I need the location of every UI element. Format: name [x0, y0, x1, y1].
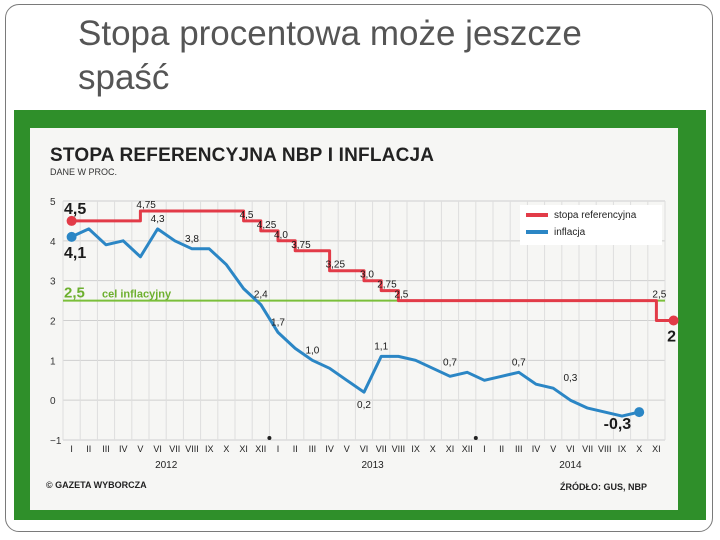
x-tick-label: I [70, 444, 73, 454]
y-tick-label: 4 [50, 237, 56, 248]
reference-rate-data-label: 4,75 [136, 200, 156, 211]
inflation-endpoint [634, 407, 645, 418]
inflation-data-label: 1,0 [305, 345, 319, 356]
inflation-data-label: 1,1 [374, 341, 388, 352]
inflation-data-label: 0,2 [357, 400, 371, 411]
reference-rate-data-label: 4,25 [257, 220, 277, 231]
legend-swatch-reference-rate [526, 213, 548, 217]
reference-rate-data-label: 4,5 [64, 201, 86, 218]
year-label: 2012 [155, 460, 178, 471]
inflation-data-label: 0,7 [443, 357, 457, 368]
x-tick-label: XII [255, 444, 266, 454]
legend-label-inflation: inflacja [554, 226, 586, 238]
x-tick-label: IV [325, 444, 334, 454]
x-tick-label: VI [153, 444, 162, 454]
reference-rate-data-label: 4,5 [240, 210, 254, 221]
newspaper-clipping [30, 128, 678, 510]
year-separator-dot [473, 436, 478, 440]
reference-rate-data-label: 4,0 [274, 230, 288, 241]
legend-swatch-inflation [526, 230, 548, 234]
x-tick-label: XI [652, 444, 661, 454]
inflation-data-label: 2,4 [254, 290, 268, 301]
x-tick-label: II [499, 444, 504, 454]
x-tick-label: V [344, 444, 350, 454]
reference-rate-line [71, 209, 674, 322]
x-tick-label: III [515, 444, 523, 454]
chart-subtitle: DANE W PROC. [50, 167, 118, 177]
x-tick-label: XI [446, 444, 455, 454]
x-tick-label: IV [119, 444, 128, 454]
y-tick-label: 2 [50, 317, 56, 328]
reference-rate-data-label: 2,75 [377, 280, 397, 291]
x-tick-label: X [636, 444, 642, 454]
reference-rate-data-label: 3,25 [326, 260, 346, 271]
x-tick-label: IX [411, 444, 420, 454]
x-tick-label: I [277, 444, 280, 454]
x-tick-label: V [550, 444, 556, 454]
reference-rate-data-label: 2,5 [394, 290, 408, 301]
x-tick-label: IX [205, 444, 214, 454]
inflation-endpoint [66, 231, 77, 242]
inflation-target-value: 2,5 [64, 285, 85, 302]
reference-rate-data-label: 2 [667, 329, 676, 346]
x-tick-label: III [102, 444, 110, 454]
inflation-data-label: 4,1 [64, 245, 86, 262]
y-tick-label: −1 [50, 436, 62, 447]
year-label: 2014 [559, 460, 582, 471]
reference-rate-endpoint [668, 315, 679, 326]
x-tick-label: VII [582, 444, 593, 454]
x-tick-label: XI [239, 444, 248, 454]
chart-credit: © GAZETA WYBORCZA [46, 480, 147, 490]
x-tick-label: II [86, 444, 91, 454]
x-tick-label: IV [532, 444, 541, 454]
inflation-data-label: 1,7 [271, 317, 285, 328]
x-tick-label: VIII [598, 444, 612, 454]
y-tick-label: 5 [50, 197, 56, 208]
inflation-data-label: 0,7 [512, 357, 526, 368]
x-tick-label: VIII [392, 444, 406, 454]
x-tick-label: VII [169, 444, 180, 454]
chart-legend: stopa referencyjna inflacja [520, 205, 662, 245]
x-tick-label: VI [360, 444, 369, 454]
x-tick-label: I [483, 444, 486, 454]
copyright-mark: © [46, 480, 56, 490]
x-tick-label: VI [566, 444, 575, 454]
year-separator-dot [267, 436, 272, 440]
inflation-target-label: cel inflacyjny [102, 289, 172, 301]
inflation-data-label: 4,3 [151, 214, 165, 225]
year-label: 2013 [361, 460, 384, 471]
x-tick-label: II [293, 444, 298, 454]
y-tick-label: 0 [50, 396, 56, 407]
inflation-data-label: 3,8 [185, 234, 199, 245]
inflation-data-label: 0,3 [563, 373, 577, 384]
legend-item-reference-rate: stopa referencyjna [526, 208, 636, 222]
reference-rate-data-label: 3,0 [360, 270, 374, 281]
x-tick-label: V [137, 444, 143, 454]
reference-rate-data-label: 2,5 [652, 290, 666, 301]
inflation-line [70, 227, 640, 418]
chart-source: ŹRÓDŁO: GUS, NBP [560, 482, 647, 492]
x-tick-label: X [430, 444, 436, 454]
x-tick-label: XII [462, 444, 473, 454]
inflation-data-label: -0,3 [604, 416, 632, 433]
x-tick-label: VIII [185, 444, 199, 454]
slide-title: Stopa procentowa może jeszcze spaść [78, 14, 582, 97]
chart-title: STOPA REFERENCYJNA NBP I INFLACJA [50, 145, 435, 166]
reference-rate-data-label: 3,75 [291, 240, 311, 251]
y-tick-label: 1 [50, 356, 56, 367]
y-tick-label: 3 [50, 277, 56, 288]
x-tick-label: VII [376, 444, 387, 454]
x-tick-label: III [309, 444, 317, 454]
legend-item-inflation: inflacja [526, 225, 585, 239]
legend-label-reference-rate: stopa referencyjna [554, 209, 637, 221]
x-tick-label: IX [618, 444, 627, 454]
x-tick-label: X [223, 444, 229, 454]
reference-rate-endpoint [66, 215, 77, 226]
credit-text: GAZETA WYBORCZA [55, 480, 147, 490]
